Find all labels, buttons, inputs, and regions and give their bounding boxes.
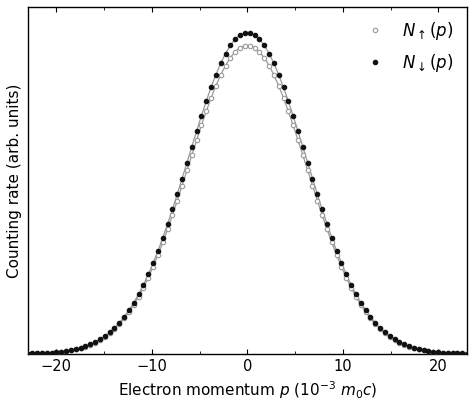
$N_{\downarrow}(p)$: [242, 31, 248, 35]
$N_{\uparrow}(p)$: [353, 294, 359, 299]
$N_{\downarrow}(p)$: [25, 351, 30, 356]
$N_{\downarrow}(p)$: [377, 326, 383, 330]
$N_{\downarrow}(p)$: [373, 320, 378, 325]
X-axis label: Electron momentum $p$ (10$^{-3}$ $m_0c$): Electron momentum $p$ (10$^{-3}$ $m_0c$): [118, 379, 377, 401]
$N_{\downarrow}(p)$: [464, 351, 470, 356]
Line: $N_{\uparrow}(p)$: $N_{\uparrow}(p)$: [25, 44, 469, 356]
$N_{\downarrow}(p)$: [382, 330, 388, 335]
$N_{\uparrow}(p)$: [464, 351, 470, 356]
$N_{\uparrow}(p)$: [397, 340, 402, 345]
$N_{\uparrow}(p)$: [377, 326, 383, 331]
$N_{\uparrow}(p)$: [382, 331, 388, 336]
$N_{\uparrow}(p)$: [25, 351, 30, 356]
$N_{\downarrow}(p)$: [397, 339, 402, 344]
Legend: $N_{\uparrow}(p)$, $N_{\downarrow}(p)$: $N_{\uparrow}(p)$, $N_{\downarrow}(p)$: [349, 15, 459, 79]
$N_{\downarrow}(p)$: [353, 292, 359, 297]
Line: $N_{\downarrow}(p)$: $N_{\downarrow}(p)$: [25, 31, 469, 356]
$N_{\uparrow}(p)$: [373, 322, 378, 326]
$N_{\uparrow}(p)$: [290, 123, 296, 128]
Y-axis label: Counting rate (arb. units): Counting rate (arb. units): [7, 83, 22, 277]
$N_{\uparrow}(p)$: [242, 43, 248, 48]
$N_{\downarrow}(p)$: [290, 113, 296, 118]
